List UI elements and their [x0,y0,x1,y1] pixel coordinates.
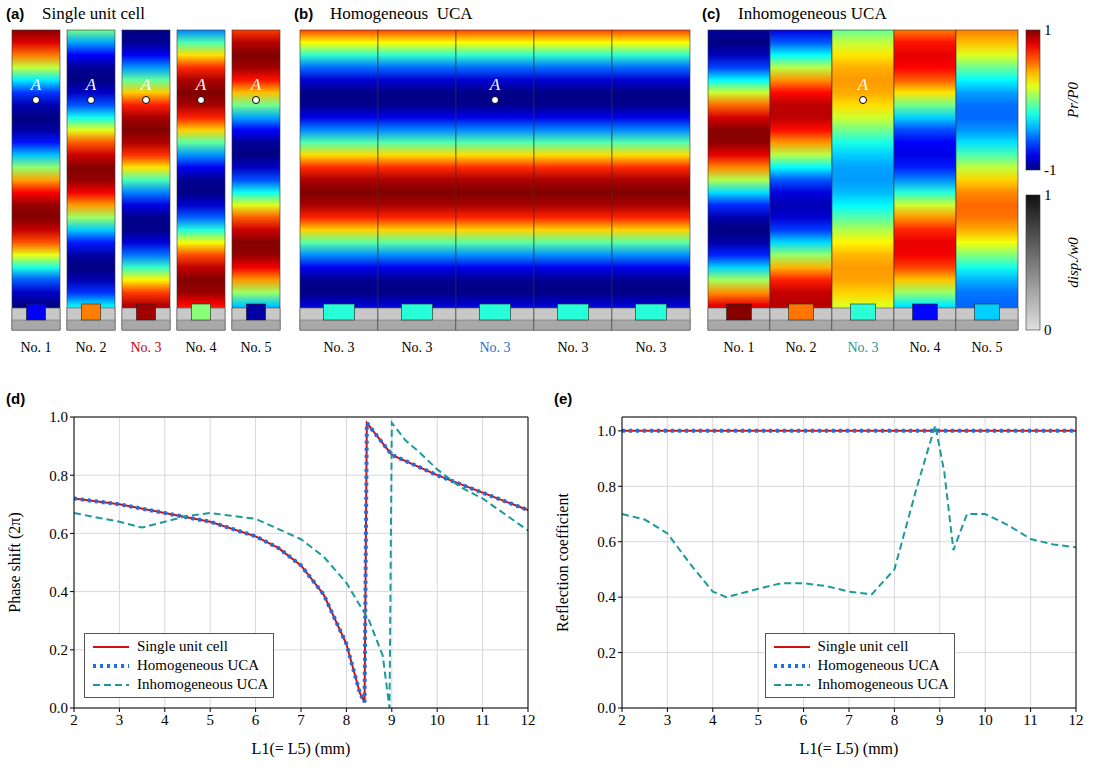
svg-text:A: A [250,75,262,94]
svg-text:No. 3: No. 3 [479,340,510,355]
svg-text:No. 1: No. 1 [723,340,754,355]
svg-text:4: 4 [709,712,717,728]
svg-text:No. 3: No. 3 [635,340,666,355]
svg-text:8: 8 [891,712,899,728]
svg-text:0.0: 0.0 [597,700,616,716]
svg-text:No. 3: No. 3 [557,340,588,355]
svg-text:Inhomogeneous UCA: Inhomogeneous UCA [738,4,887,23]
svg-text:7: 7 [297,712,305,728]
svg-text:9: 9 [936,712,944,728]
svg-text:1.0: 1.0 [597,423,616,439]
html-text:Homogeneous UCA: Homogeneous UCA [817,657,940,673]
svg-text:12: 12 [521,712,536,728]
svg-text:11: 11 [1023,712,1037,728]
svg-text:No. 2: No. 2 [75,340,106,355]
svg-text:No. 5: No. 5 [971,340,1002,355]
svg-text:0.8: 0.8 [597,479,616,495]
svg-text:11: 11 [475,712,489,728]
svg-text:A: A [195,75,207,94]
svg-text:No. 3: No. 3 [130,340,161,355]
html-text:Homogeneous UCA: Homogeneous UCA [137,657,260,673]
svg-text:1.0: 1.0 [49,409,68,425]
svg-text:6: 6 [252,712,260,728]
svg-text:3: 3 [116,712,124,728]
svg-text:3: 3 [664,712,672,728]
svg-text:No. 4: No. 4 [909,340,940,355]
html-text:(d): (d) [6,390,26,407]
svg-text:9: 9 [388,712,396,728]
html-text:Inhomogeneous UCA: Inhomogeneous UCA [137,676,269,692]
svg-text:A: A [489,75,501,94]
svg-text:8: 8 [343,712,351,728]
svg-text:A: A [857,75,869,94]
svg-text:A: A [30,75,42,94]
svg-text:No. 2: No. 2 [785,340,816,355]
svg-text:A: A [140,75,152,94]
svg-text:No. 3: No. 3 [847,340,878,355]
svg-text:(b): (b) [294,5,313,22]
svg-text:10: 10 [978,712,993,728]
svg-text:10: 10 [430,712,445,728]
svg-text:0.4: 0.4 [597,589,616,605]
svg-text:No. 3: No. 3 [401,340,432,355]
svg-text:12: 12 [1069,712,1084,728]
svg-text:A: A [85,75,97,94]
svg-text:5: 5 [754,712,762,728]
svg-text:No. 1: No. 1 [20,340,51,355]
html-text:Single unit cell: Single unit cell [137,638,228,654]
svg-text:Phase shift (2π): Phase shift (2π) [6,512,24,613]
svg-text:Homogeneous UCA: Homogeneous UCA [330,4,473,23]
svg-text:1: 1 [1044,22,1052,38]
svg-text:L1(= L5) (mm): L1(= L5) (mm) [800,740,899,758]
svg-text:0.4: 0.4 [49,584,68,600]
svg-text:No. 5: No. 5 [240,340,271,355]
svg-text:5: 5 [206,712,214,728]
html-text:Inhomogeneous UCA: Inhomogeneous UCA [817,676,949,692]
svg-text:7: 7 [845,712,853,728]
svg-text:1: 1 [1044,187,1052,203]
svg-text:2: 2 [70,712,78,728]
svg-text:0.2: 0.2 [49,642,68,658]
svg-text:4: 4 [161,712,169,728]
svg-text:0.6: 0.6 [49,526,68,542]
html-text:(e): (e) [554,390,573,407]
svg-text:0.8: 0.8 [49,468,68,484]
svg-text:0: 0 [1044,322,1052,338]
svg-text:-1: -1 [1044,162,1057,178]
svg-text:2: 2 [618,712,626,728]
svg-text:0.6: 0.6 [597,534,616,550]
svg-text:disp./w0: disp./w0 [1065,237,1081,288]
svg-text:6: 6 [800,712,808,728]
html-text:Single unit cell: Single unit cell [817,638,909,654]
svg-text:No. 4: No. 4 [185,340,216,355]
svg-text:No. 3: No. 3 [323,340,354,355]
svg-text:(c): (c) [702,5,720,22]
svg-text:Pr/P0: Pr/P0 [1065,82,1081,119]
svg-text:0.2: 0.2 [597,645,616,661]
svg-text:(a): (a) [6,5,24,22]
svg-text:0.0: 0.0 [49,700,68,716]
svg-text:Reflection coefficient: Reflection coefficient [554,493,571,632]
svg-text:Single unit cell: Single unit cell [42,4,145,23]
svg-text:L1(= L5) (mm): L1(= L5) (mm) [252,740,351,758]
